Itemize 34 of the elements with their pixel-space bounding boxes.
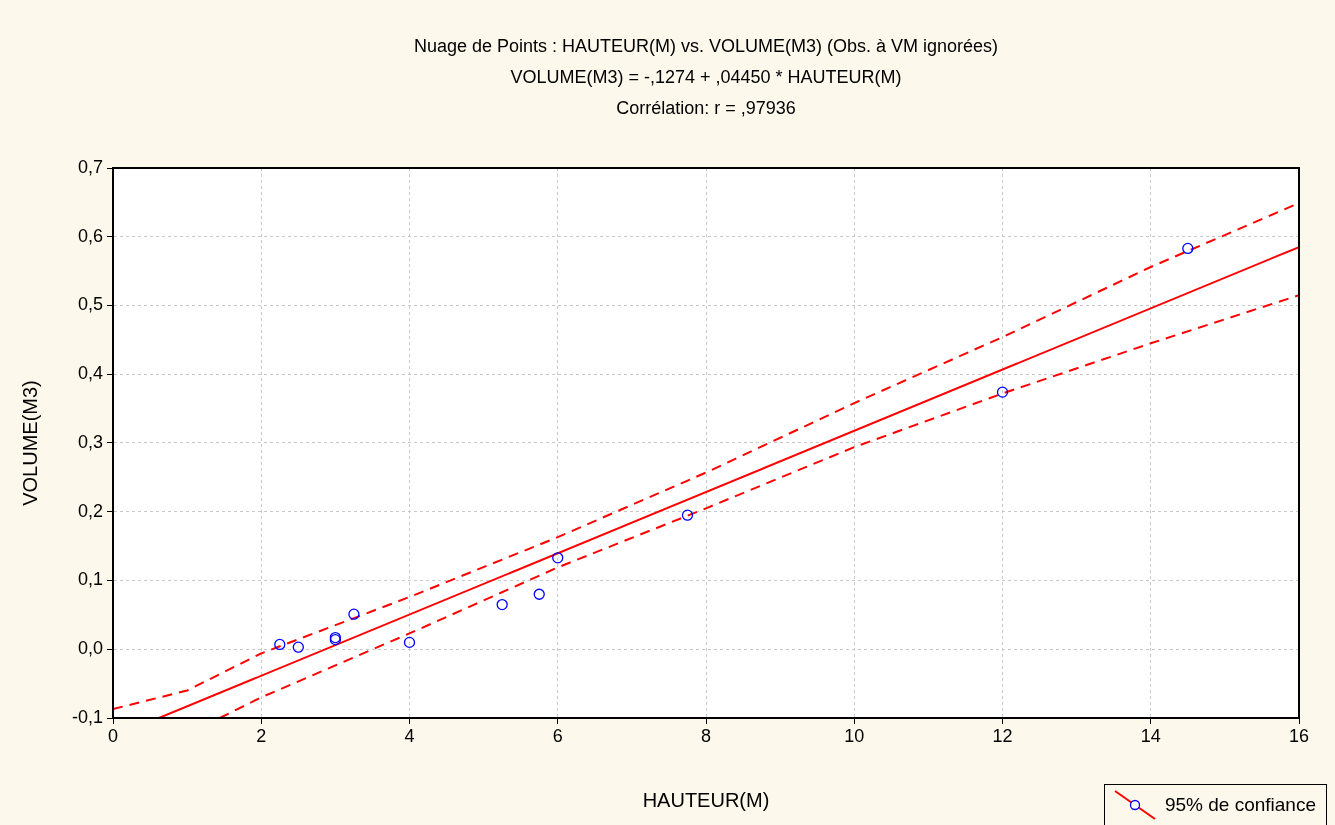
chart-title: Nuage de Points : HAUTEUR(M) vs. VOLUME(M3) (Obs. à VM ignorées): [413, 35, 999, 56]
y-tick-label: -0,1: [71, 706, 103, 727]
point: [403, 636, 416, 649]
point: [552, 552, 564, 564]
point: [292, 641, 304, 653]
y-tick-label: 0,4: [77, 363, 103, 384]
point: [348, 608, 360, 620]
legend-label: 95% de confiance: [1164, 794, 1316, 816]
x-tick-label: 4: [404, 725, 415, 746]
point: [1182, 242, 1194, 255]
point: [996, 386, 1009, 398]
x-tick-label: 6: [552, 725, 563, 746]
y-axis-title: VOLUME(M3): [18, 380, 41, 506]
y-tick-label: 0,5: [77, 294, 103, 315]
x-tick-label: 12: [992, 725, 1013, 746]
point: [274, 638, 286, 651]
point: [496, 598, 508, 611]
y-tick-label: 0,0: [77, 638, 103, 659]
point: [533, 588, 545, 600]
x-tick-label: 14: [1140, 725, 1161, 746]
text: Corrélation: r = ,97936: [616, 97, 796, 118]
y-tick-label: 0,7: [77, 156, 103, 177]
point: [681, 509, 694, 521]
x-tick-label: 16: [1288, 725, 1310, 746]
y-tick-label: 0,1: [77, 569, 103, 590]
x-tick-label: 2: [256, 725, 267, 746]
x-axis-title: HAUTEUR(M): [642, 788, 770, 811]
y-tick-label: 0,2: [77, 500, 103, 521]
x-tick-label: 0: [107, 725, 119, 746]
x-tick-label: 10: [844, 725, 865, 746]
chart-subtitle: VOLUME(M3) = -,1274 + ,04450 * HAUTEUR(M): [510, 66, 902, 87]
y-tick-label: 0,6: [77, 225, 103, 246]
x-tick-label: 8: [700, 725, 712, 746]
y-tick-label: 0,3: [77, 431, 103, 452]
